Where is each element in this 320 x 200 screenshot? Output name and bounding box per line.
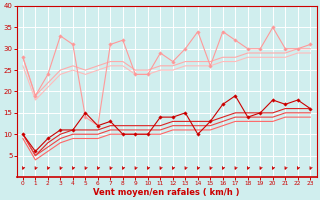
X-axis label: Vent moyen/en rafales ( km/h ): Vent moyen/en rafales ( km/h ) [93,188,240,197]
